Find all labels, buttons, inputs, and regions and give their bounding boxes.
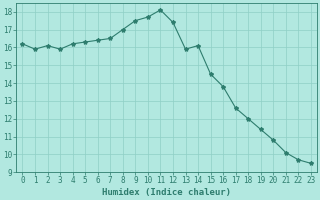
- X-axis label: Humidex (Indice chaleur): Humidex (Indice chaleur): [102, 188, 231, 197]
